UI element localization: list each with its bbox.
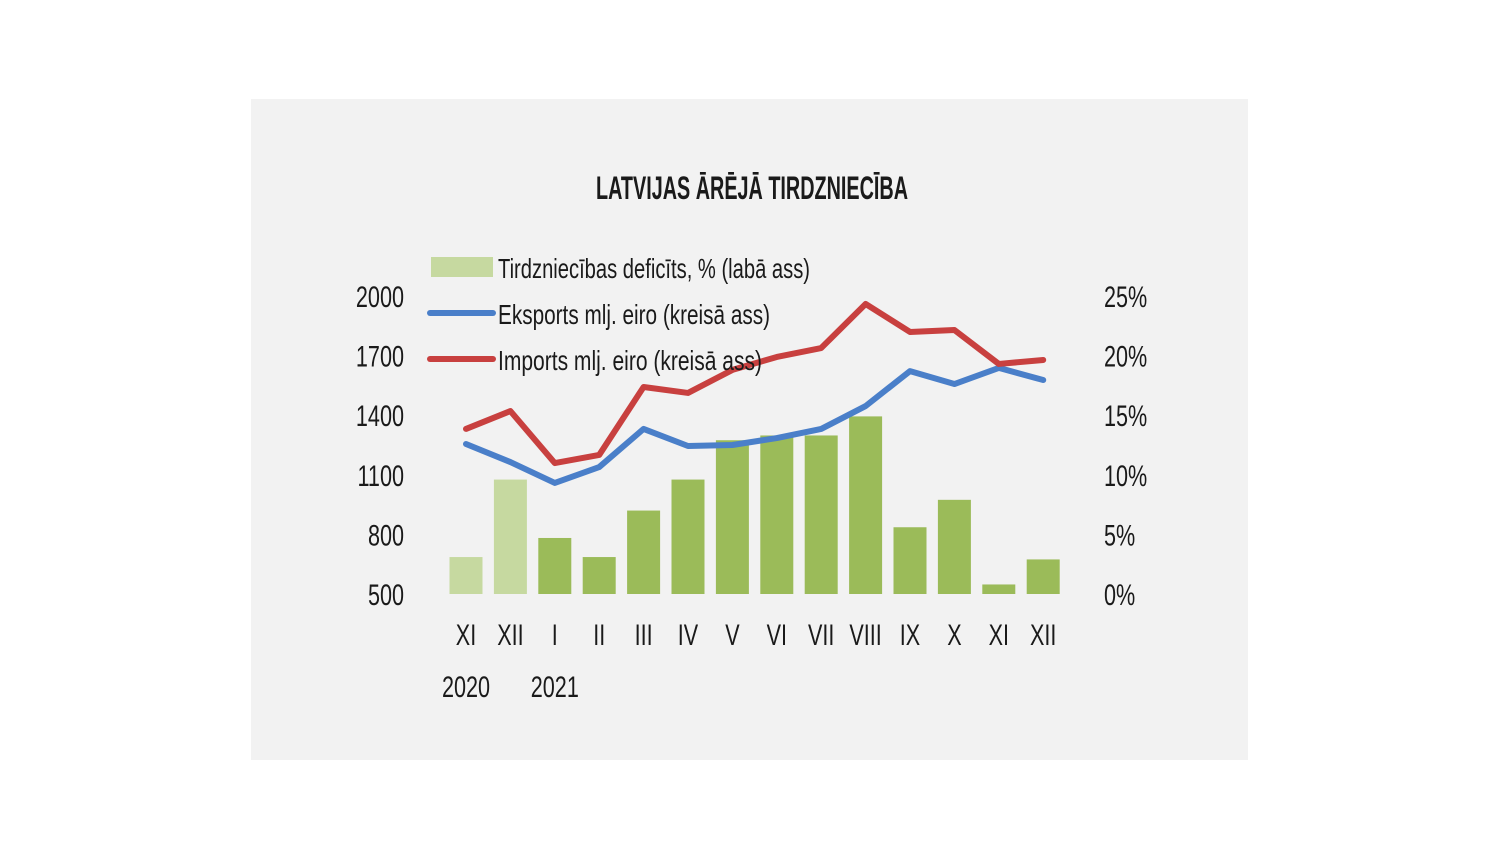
year-label: 2020 <box>442 671 490 704</box>
import-point-1 <box>509 410 511 412</box>
import-point-0 <box>465 428 467 430</box>
import-point-3 <box>598 454 600 456</box>
x-tick-label: IX <box>900 619 920 652</box>
left-tick-label: 1700 <box>356 341 404 374</box>
deficit-bar-2 <box>538 537 572 594</box>
deficit-bar-0 <box>449 557 483 594</box>
left-tick-label: 2000 <box>356 281 404 314</box>
deficit-bar-7 <box>760 435 794 594</box>
x-tick-label: V <box>725 619 739 652</box>
right-tick-label: 25% <box>1104 281 1147 314</box>
export-point-3 <box>598 466 600 468</box>
deficit-bar-13 <box>1026 559 1060 594</box>
deficit-bar-4 <box>627 510 661 594</box>
export-point-6 <box>731 444 733 446</box>
deficit-bar-5 <box>671 479 705 594</box>
import-point-12 <box>998 363 1000 365</box>
import-point-4 <box>643 386 645 388</box>
export-point-8 <box>820 428 822 430</box>
export-point-5 <box>687 445 689 447</box>
import-point-9 <box>865 303 867 305</box>
right-tick-label: 10% <box>1104 460 1147 493</box>
export-point-10 <box>909 370 911 372</box>
deficit-bar-11 <box>937 499 971 594</box>
year-label: 2021 <box>531 671 579 704</box>
deficit-bar-6 <box>715 440 749 594</box>
deficit-bar-8 <box>804 435 838 594</box>
export-point-2 <box>554 482 556 484</box>
export-point-4 <box>643 428 645 430</box>
import-point-8 <box>820 347 822 349</box>
right-tick-label: 5% <box>1104 519 1135 552</box>
import-point-6 <box>731 369 733 371</box>
import-point-10 <box>909 331 911 333</box>
chart-title: LATVIJAS ĀRĒJĀ TIRDZNIECĪBA <box>596 170 908 206</box>
export-point-7 <box>776 437 778 439</box>
left-tick-label: 800 <box>368 519 404 552</box>
deficit-bar-3 <box>582 557 616 594</box>
export-point-0 <box>465 443 467 445</box>
import-point-2 <box>554 462 556 464</box>
import-point-11 <box>953 329 955 331</box>
export-point-12 <box>998 367 1000 369</box>
x-tick-label: XII <box>1030 619 1056 652</box>
x-tick-label: IV <box>678 619 698 652</box>
right-tick-label: 15% <box>1104 400 1147 433</box>
export-point-11 <box>953 383 955 385</box>
x-tick-label: VI <box>767 619 787 652</box>
x-tick-label: II <box>593 619 605 652</box>
legend-label-deficit: Tirdzniecības deficīts, % (labā ass) <box>498 253 810 284</box>
export-point-13 <box>1042 379 1044 381</box>
deficit-bar-1 <box>493 479 527 594</box>
left-tick-label: 500 <box>368 579 404 612</box>
chart-background <box>251 99 1248 760</box>
x-tick-label: XI <box>989 619 1009 652</box>
import-point-7 <box>776 356 778 358</box>
import-point-13 <box>1042 359 1044 361</box>
left-tick-label: 1400 <box>356 400 404 433</box>
right-tick-label: 20% <box>1104 341 1147 374</box>
export-point-9 <box>865 405 867 407</box>
x-tick-label: XII <box>497 619 523 652</box>
x-tick-label: VII <box>808 619 834 652</box>
export-point-1 <box>509 461 511 463</box>
x-tick-label: VIII <box>849 619 881 652</box>
left-tick-label: 1100 <box>358 460 405 493</box>
deficit-bar-10 <box>893 527 927 594</box>
right-tick-label: 0% <box>1104 579 1135 612</box>
x-tick-label: X <box>947 619 961 652</box>
x-tick-label: I <box>552 619 558 652</box>
legend-label-import: Imports mlj. eiro (kreisā ass) <box>498 345 762 376</box>
import-line <box>463 300 1047 467</box>
import-point-5 <box>687 392 689 394</box>
legend-swatch-deficit <box>431 257 493 277</box>
export-line <box>463 364 1047 486</box>
legend-label-export: Eksports mlj. eiro (kreisā ass) <box>498 299 770 330</box>
x-tick-label: III <box>635 619 653 652</box>
deficit-bar-12 <box>982 584 1016 594</box>
x-tick-label: XI <box>456 619 476 652</box>
deficit-bar-9 <box>849 416 883 594</box>
